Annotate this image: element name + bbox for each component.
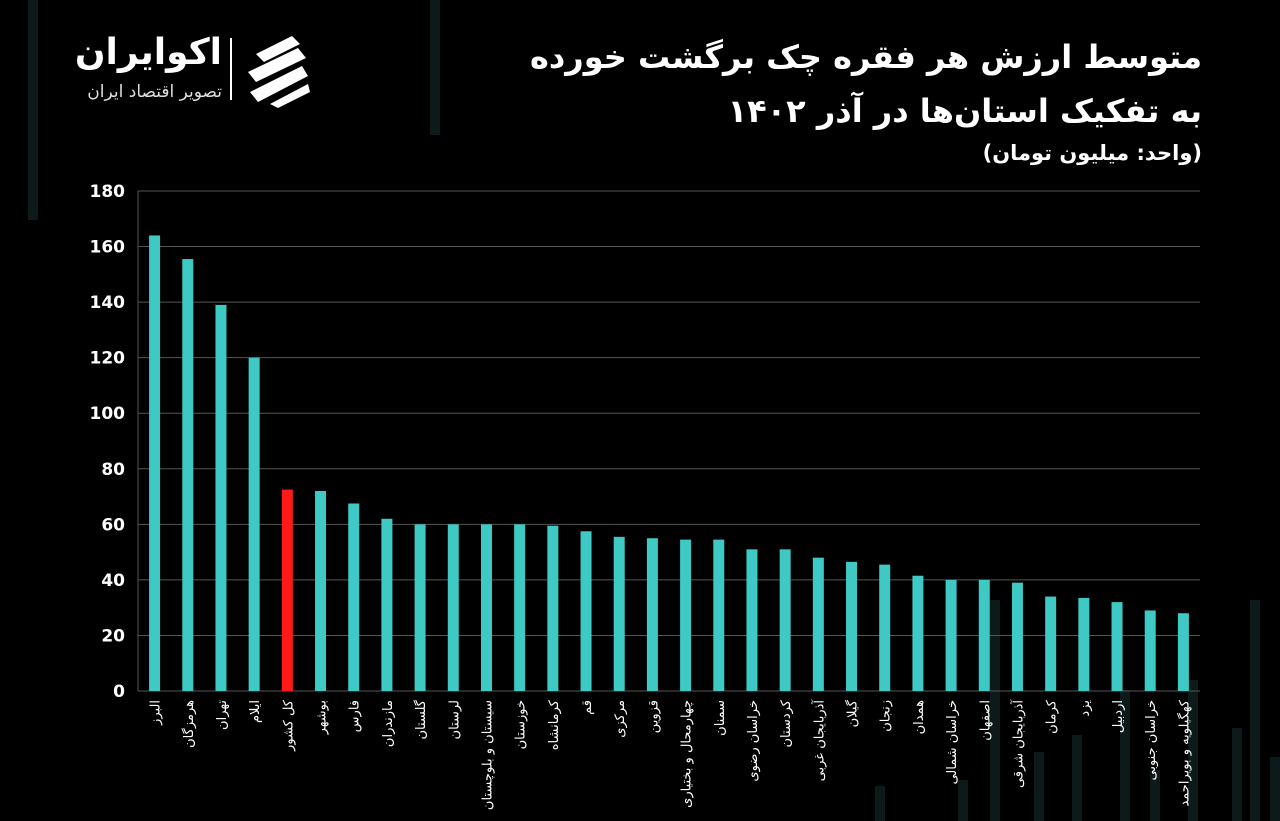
bar xyxy=(1078,597,1090,691)
bar xyxy=(713,539,725,691)
x-tick-label: خراسان رضوی xyxy=(746,700,761,782)
bar xyxy=(381,518,393,691)
x-tick-label: چهارمحال و بختیاری xyxy=(680,700,695,808)
x-tick-label: کردستان xyxy=(779,699,794,747)
background-candle xyxy=(1034,752,1044,821)
x-tick-label: کل کشور xyxy=(281,699,296,752)
title-line-1: متوسط ارزش هر فقره چک برگشت خورده xyxy=(529,38,1202,76)
background-candle xyxy=(875,786,885,821)
x-tick-label: کرمان xyxy=(1045,699,1060,734)
title-line-2: به تفکیک استان‌ها در آذر ۱۴۰۲ xyxy=(727,92,1202,130)
logo-tagline: تصویر اقتصاد ایران xyxy=(87,82,222,102)
x-tick-label: البرز xyxy=(149,700,164,726)
bar xyxy=(1111,602,1123,691)
x-tick-label: قم xyxy=(580,700,595,715)
background-candle xyxy=(958,780,968,821)
bar xyxy=(613,536,625,691)
x-tick-label: قزوین xyxy=(646,700,661,733)
x-tick-label: کهگیلویه و بویراحمد xyxy=(1176,699,1192,806)
background-candle xyxy=(1072,735,1082,821)
x-tick-label: زنجان xyxy=(879,700,894,732)
background-candle xyxy=(1120,690,1130,821)
background-candle xyxy=(430,0,440,135)
x-tick-label: سمنان xyxy=(713,700,728,736)
x-tick-label: همدان xyxy=(912,700,927,734)
y-tick-label: 120 xyxy=(90,349,126,369)
bar xyxy=(348,503,360,691)
bar xyxy=(746,549,758,691)
x-tick-label: مرکزی xyxy=(613,700,628,738)
x-tick-label: هرمزگان xyxy=(181,700,197,748)
y-tick-label: 100 xyxy=(90,404,126,424)
bar xyxy=(414,524,426,691)
x-tick-label: تهران xyxy=(215,700,230,730)
background-candle xyxy=(1188,680,1198,821)
brand-logo: اکوایران تصویر اقتصاد ایران xyxy=(48,30,318,110)
bar xyxy=(680,539,692,691)
y-tick-label: 140 xyxy=(90,293,126,313)
background-candle xyxy=(1270,757,1280,821)
y-tick-label: 40 xyxy=(101,571,125,591)
background-candle xyxy=(990,600,1000,821)
x-tick-label: لرستان xyxy=(447,700,462,739)
y-tick-label: 20 xyxy=(101,626,125,646)
x-tick-label: کرمانشاه xyxy=(547,699,562,750)
logo-mark-icon xyxy=(248,36,310,108)
x-tick-label: گلستان xyxy=(413,699,429,739)
x-tick-label: آذربایجان غربی xyxy=(810,699,827,782)
bar xyxy=(580,531,592,691)
background-candle xyxy=(1250,600,1260,821)
bar xyxy=(812,557,824,691)
bar xyxy=(978,579,990,691)
y-tick-label: 160 xyxy=(90,238,126,258)
bar xyxy=(447,524,459,691)
background-candle xyxy=(1150,770,1160,821)
x-tick-label: خراسان شمالی xyxy=(945,700,960,785)
bar xyxy=(1144,610,1156,691)
bar xyxy=(945,579,957,691)
bar xyxy=(480,524,492,691)
bar xyxy=(182,259,194,691)
y-tick-label: 80 xyxy=(101,460,125,480)
bar xyxy=(248,357,260,691)
bar xyxy=(912,575,924,691)
chart-title: متوسط ارزش هر فقره چک برگشت خورده به تفک… xyxy=(442,30,1202,138)
x-tick-label: خوزستان xyxy=(514,700,529,749)
bar xyxy=(1011,582,1023,691)
logo-text: اکوایران xyxy=(74,32,222,73)
x-tick-label: گیلان xyxy=(845,699,861,727)
y-tick-label: 60 xyxy=(101,515,125,535)
background-candle xyxy=(28,0,38,220)
x-tick-label: خراسان جنوبی xyxy=(1144,700,1159,780)
bar xyxy=(315,491,327,691)
bar xyxy=(215,304,227,691)
bar xyxy=(547,525,559,691)
x-tick-label: فارس xyxy=(348,700,363,732)
x-tick-label: یزد xyxy=(1078,700,1093,717)
bar-highlight xyxy=(281,489,293,691)
bar xyxy=(1045,596,1057,691)
bar xyxy=(846,561,858,691)
bar xyxy=(646,538,658,691)
x-tick-label: مازندران xyxy=(381,700,396,747)
bar xyxy=(779,549,791,691)
x-tick-label: ایلام xyxy=(248,700,263,723)
y-tick-label: 180 xyxy=(90,182,126,202)
unit-label: (واحد: میلیون تومان) xyxy=(982,141,1202,165)
x-tick-label: بوشهر xyxy=(315,700,330,735)
logo-divider xyxy=(230,38,232,100)
x-tick-label: آذربایجان شرقی xyxy=(1009,699,1026,788)
bar xyxy=(879,564,891,691)
background-candle xyxy=(1232,728,1242,821)
x-tick-label: اصفهان xyxy=(978,700,993,741)
x-tick-label: سیستان و بلوچستان xyxy=(480,700,495,810)
y-tick-label: 0 xyxy=(113,682,125,702)
bar xyxy=(514,524,526,691)
bar xyxy=(149,235,161,691)
x-tick-label: اردبیل xyxy=(1111,700,1126,733)
bar xyxy=(1177,613,1189,691)
